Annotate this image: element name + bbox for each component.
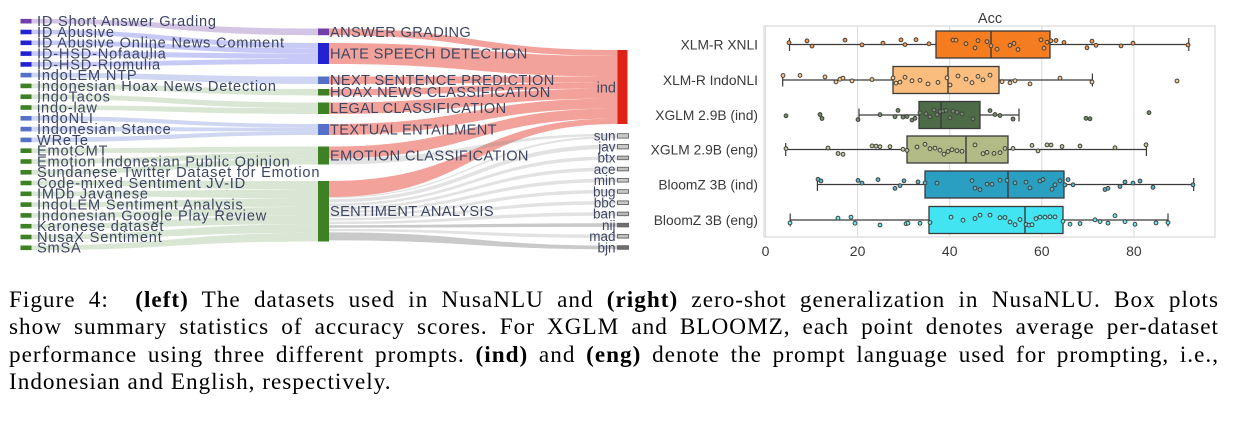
svg-text:TEXTUAL ENTAILMENT: TEXTUAL ENTAILMENT [330,123,497,139]
svg-text:SENTIMENT ANALYSIS: SENTIMENT ANALYSIS [330,204,494,220]
svg-text:EmotCMT: EmotCMT [37,144,108,160]
svg-text:Indonesian Hoax News Detection: Indonesian Hoax News Detection [37,79,277,95]
svg-text:ID Abusive Online News Comment: ID Abusive Online News Comment [37,36,285,52]
svg-text:ID-HSD-Riomulia: ID-HSD-Riomulia [37,57,161,73]
svg-text:HATE SPEECH DETECTION: HATE SPEECH DETECTION [330,47,528,63]
svg-text:EMOTION CLASSIFICATION: EMOTION CLASSIFICATION [330,149,529,165]
svg-text:NusaX Sentiment: NusaX Sentiment [37,230,163,246]
svg-text:sun: sun [594,129,616,144]
svg-text:indo-law: indo-law [37,100,98,116]
svg-text:ID-HSD-Nofaaulia: ID-HSD-Nofaaulia [37,47,167,63]
svg-text:Code-mixed Sentiment JV-ID: Code-mixed Sentiment JV-ID [37,176,246,192]
svg-text:BloomZ 3B (eng): BloomZ 3B (eng) [654,213,758,228]
svg-text:80: 80 [1126,243,1142,259]
svg-text:bbc: bbc [594,196,616,211]
svg-text:ace: ace [594,162,616,177]
svg-text:XGLM 2.9B (eng): XGLM 2.9B (eng) [651,143,758,158]
svg-text:ANSWER GRADING: ANSWER GRADING [330,25,471,41]
svg-text:XGLM 2.9B (ind): XGLM 2.9B (ind) [655,108,758,123]
svg-text:0: 0 [762,243,770,259]
svg-text:btx: btx [597,151,615,166]
svg-text:NEXT SENTENCE PREDICTION: NEXT SENTENCE PREDICTION [330,73,555,89]
svg-text:nij: nij [602,218,616,233]
svg-text:HOAX NEWS CLASSIFICATION: HOAX NEWS CLASSIFICATION [330,85,551,101]
svg-text:mad: mad [589,229,615,244]
svg-text:60: 60 [1034,243,1050,259]
svg-text:XLM-R IndoNLI: XLM-R IndoNLI [663,73,758,88]
svg-text:LEGAL CLASSIFICATION: LEGAL CLASSIFICATION [330,101,507,117]
svg-text:IMDb Javanese: IMDb Javanese [37,187,149,203]
svg-text:XLM-R XNLI: XLM-R XNLI [681,38,758,53]
svg-text:40: 40 [942,243,958,259]
svg-text:Indonesian Stance: Indonesian Stance [37,122,172,138]
svg-text:ID Short Answer Grading: ID Short Answer Grading [37,14,217,30]
svg-text:ID Abusive: ID Abusive [37,25,115,41]
svg-text:IndoLEM NTP: IndoLEM NTP [37,68,137,84]
svg-text:jav: jav [597,140,616,155]
svg-text:WReTe: WReTe [37,133,89,149]
svg-text:IndoNLI: IndoNLI [37,111,94,127]
svg-text:Karonese dataset: Karonese dataset [37,219,164,235]
svg-text:bjn: bjn [597,240,615,255]
svg-text:SmSA: SmSA [37,241,82,257]
svg-text:Indonesian Google Play Review: Indonesian Google Play Review [37,208,267,224]
svg-text:ban: ban [593,207,616,222]
svg-text:ind: ind [597,81,616,97]
svg-text:IndoLEM Sentiment Analysis: IndoLEM Sentiment Analysis [37,198,244,214]
svg-text:Emotion Indonesian Public Opin: Emotion Indonesian Public Opinion [37,154,291,170]
svg-text:bug: bug [593,184,616,199]
svg-text:IndoTacos: IndoTacos [37,90,111,106]
svg-text:BloomZ 3B (ind): BloomZ 3B (ind) [658,178,758,193]
svg-text:min: min [594,173,616,188]
svg-text:Sundanese Twitter Dataset for: Sundanese Twitter Dataset for Emotion [37,165,320,181]
svg-text:Acc: Acc [978,11,1002,27]
svg-text:20: 20 [850,243,866,259]
